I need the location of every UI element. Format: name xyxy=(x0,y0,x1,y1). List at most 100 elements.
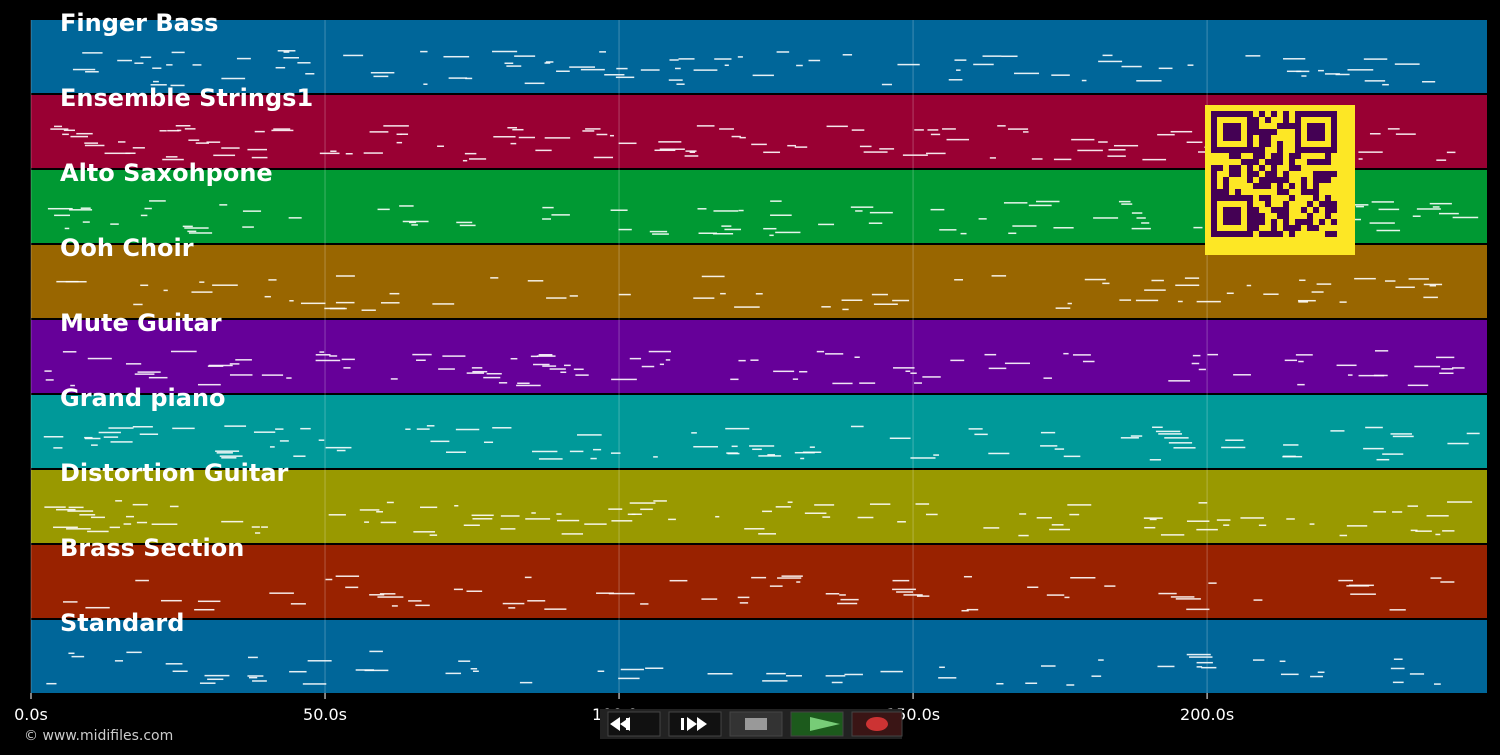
qr-module xyxy=(1235,135,1241,141)
forward-button[interactable] xyxy=(668,711,722,737)
note xyxy=(1371,201,1394,203)
note xyxy=(104,152,131,155)
note xyxy=(82,221,90,223)
note xyxy=(212,284,238,286)
note xyxy=(1392,511,1403,513)
note xyxy=(383,125,409,127)
note xyxy=(996,682,1004,685)
note xyxy=(136,521,148,524)
note xyxy=(1423,296,1438,299)
qr-module xyxy=(1229,135,1235,141)
note xyxy=(1432,206,1440,208)
note xyxy=(910,457,936,459)
qr-module xyxy=(1259,135,1265,141)
note xyxy=(653,456,658,458)
rewind-button[interactable] xyxy=(607,711,661,737)
qr-module xyxy=(1277,153,1283,159)
note xyxy=(159,130,167,132)
qr-module xyxy=(1211,135,1217,141)
note xyxy=(942,128,956,130)
note xyxy=(737,596,750,599)
note xyxy=(1358,151,1383,153)
note xyxy=(283,51,290,53)
copyright: © www.midifiles.com xyxy=(24,728,173,744)
note xyxy=(1429,202,1452,205)
note xyxy=(1252,659,1265,661)
note xyxy=(593,156,614,159)
note xyxy=(412,353,432,356)
note xyxy=(1081,79,1087,82)
note xyxy=(954,59,967,61)
note xyxy=(1412,215,1421,217)
note xyxy=(242,226,254,228)
note xyxy=(889,437,911,440)
qr-module xyxy=(1313,225,1319,231)
note xyxy=(659,363,664,366)
note xyxy=(922,376,941,378)
note xyxy=(500,528,516,530)
note xyxy=(1263,293,1279,295)
note xyxy=(841,299,863,301)
note xyxy=(1422,81,1436,83)
note xyxy=(423,83,428,85)
note xyxy=(1186,608,1210,611)
note xyxy=(1158,67,1173,70)
note xyxy=(1347,69,1374,71)
note xyxy=(750,359,759,361)
note xyxy=(84,142,99,144)
note xyxy=(408,600,422,602)
note xyxy=(389,292,400,295)
note xyxy=(458,660,471,662)
qr-module xyxy=(1313,207,1319,213)
note xyxy=(871,293,888,296)
note xyxy=(1043,377,1052,379)
note xyxy=(905,370,911,373)
note xyxy=(132,503,148,506)
note xyxy=(897,63,920,66)
note xyxy=(1279,660,1286,663)
qr-module xyxy=(1295,129,1301,135)
qr-module xyxy=(1277,147,1283,153)
note xyxy=(1369,133,1381,135)
note xyxy=(725,427,750,430)
note xyxy=(1363,58,1388,60)
qr-module xyxy=(1307,147,1313,153)
play-button[interactable] xyxy=(790,711,844,737)
note xyxy=(914,129,924,131)
note xyxy=(188,139,200,141)
qr-module xyxy=(1259,147,1265,153)
note xyxy=(556,519,580,522)
note xyxy=(596,133,608,136)
note xyxy=(766,672,786,675)
note xyxy=(989,157,996,159)
note xyxy=(500,515,520,517)
qr-module xyxy=(1223,189,1229,195)
note xyxy=(1098,659,1104,661)
stop-button[interactable] xyxy=(729,711,783,737)
note xyxy=(1014,72,1040,75)
qr-module xyxy=(1211,111,1217,117)
qr-module xyxy=(1289,165,1295,171)
qr-module xyxy=(1325,213,1331,219)
record-button[interactable] xyxy=(851,711,903,737)
qr-module xyxy=(1229,213,1235,219)
note xyxy=(172,670,188,673)
note xyxy=(914,382,922,384)
note xyxy=(781,575,803,577)
note xyxy=(248,676,258,679)
note xyxy=(950,359,965,362)
note xyxy=(163,289,168,292)
note xyxy=(416,359,426,361)
track-name: Ooh Choir xyxy=(60,234,194,262)
note xyxy=(1184,277,1200,279)
qr-module xyxy=(1301,183,1307,189)
note xyxy=(328,514,346,516)
note xyxy=(283,57,300,59)
note xyxy=(364,521,370,523)
note xyxy=(373,75,389,78)
note xyxy=(1070,577,1096,579)
note xyxy=(219,204,228,206)
note xyxy=(134,373,155,375)
note xyxy=(850,425,864,428)
note xyxy=(1186,520,1210,522)
